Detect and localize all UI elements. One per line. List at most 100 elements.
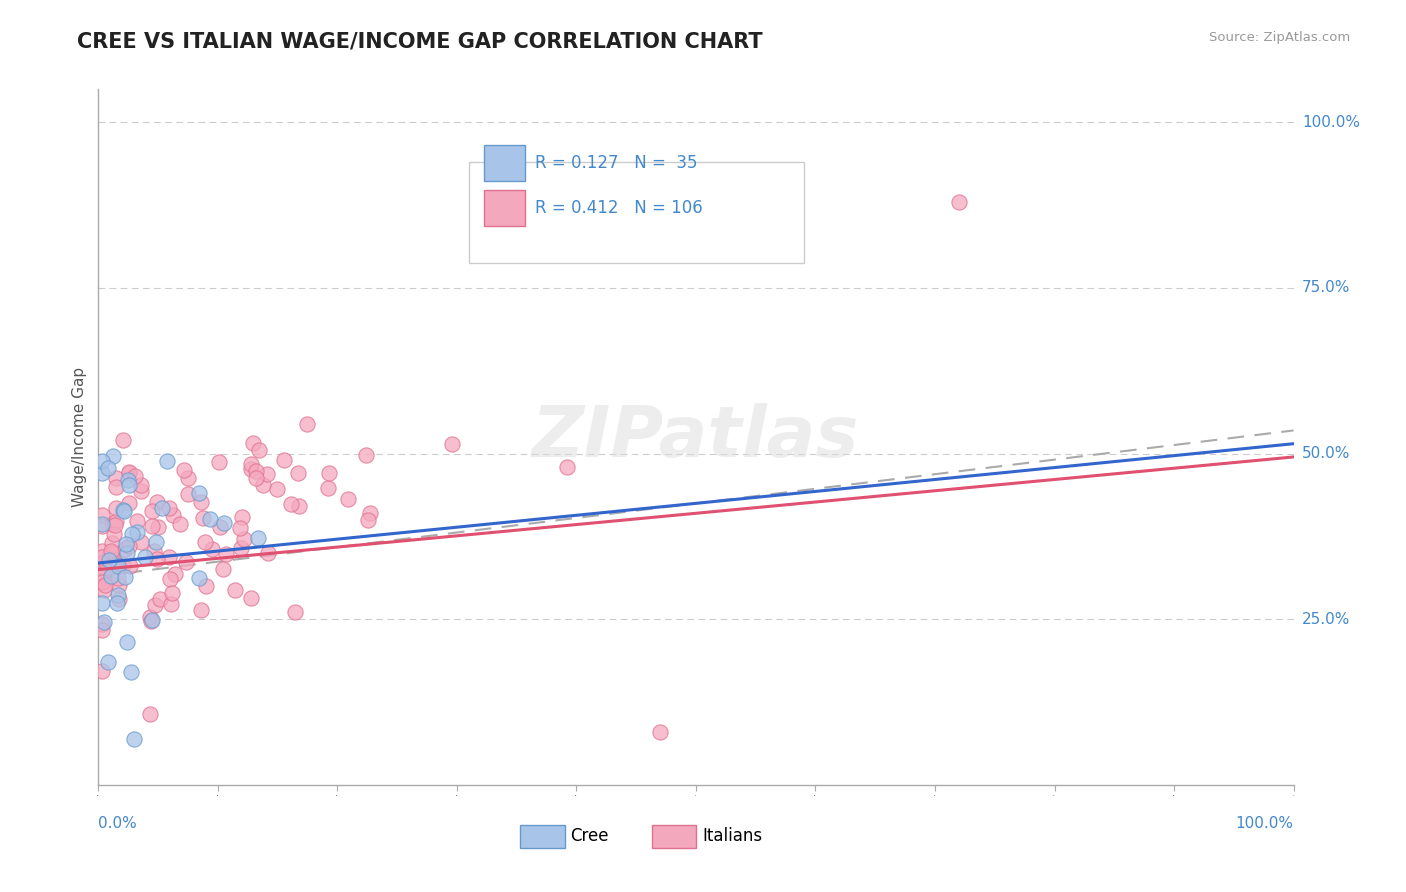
Point <box>146 519 169 533</box>
Point <box>93 615 115 629</box>
Point <box>141 504 163 518</box>
Point <box>115 546 138 560</box>
Point <box>357 513 380 527</box>
Point <box>118 477 141 491</box>
Point <box>160 586 183 600</box>
Point <box>114 537 136 551</box>
Point <box>97 460 120 475</box>
Point <box>163 567 186 582</box>
Point <box>104 480 127 494</box>
Point <box>118 466 141 480</box>
Point <box>177 487 200 501</box>
Point <box>91 617 114 632</box>
Point <box>159 572 181 586</box>
Text: R = 0.412   N = 106: R = 0.412 N = 106 <box>534 199 703 217</box>
Point <box>101 546 124 560</box>
FancyBboxPatch shape <box>485 190 524 227</box>
Point <box>105 500 128 515</box>
Point <box>117 634 139 648</box>
Point <box>114 541 136 556</box>
Point <box>157 549 180 564</box>
Point <box>162 508 184 522</box>
Text: ZIPatlas: ZIPatlas <box>533 402 859 472</box>
Point <box>121 527 143 541</box>
Point <box>91 596 114 610</box>
Point <box>107 559 129 574</box>
Point <box>160 597 183 611</box>
Point <box>97 655 120 669</box>
Text: CREE VS ITALIAN WAGE/INCOME GAP CORRELATION CHART: CREE VS ITALIAN WAGE/INCOME GAP CORRELAT… <box>77 31 763 51</box>
Point <box>91 453 114 467</box>
Y-axis label: Wage/Income Gap: Wage/Income Gap <box>72 367 87 508</box>
Text: 0.0%: 0.0% <box>98 815 138 830</box>
Point <box>91 664 114 678</box>
Point <box>194 535 217 549</box>
Point <box>100 544 122 558</box>
Point <box>139 707 162 722</box>
Point <box>256 467 278 481</box>
Point <box>245 464 267 478</box>
Point <box>280 497 302 511</box>
Point <box>118 539 141 553</box>
Point <box>231 510 253 524</box>
Point <box>239 591 262 606</box>
Point <box>191 511 214 525</box>
Point <box>157 500 180 515</box>
Point <box>242 436 264 450</box>
Point <box>295 417 318 431</box>
Point <box>146 495 169 509</box>
FancyBboxPatch shape <box>485 145 524 181</box>
Point <box>200 511 222 525</box>
Point <box>91 516 114 531</box>
Point <box>174 555 197 569</box>
Point <box>555 459 578 474</box>
Point <box>247 531 270 545</box>
FancyBboxPatch shape <box>470 162 804 263</box>
Point <box>224 583 246 598</box>
Point <box>93 554 115 568</box>
Point <box>91 560 114 574</box>
Point <box>145 534 167 549</box>
Point <box>337 492 360 507</box>
Point <box>93 582 115 597</box>
Point <box>194 579 217 593</box>
Point <box>103 527 125 541</box>
Point <box>138 610 160 624</box>
Point <box>284 605 307 619</box>
Point <box>316 482 339 496</box>
Text: Cree: Cree <box>571 828 609 846</box>
Point <box>233 533 256 547</box>
Text: 100.0%: 100.0% <box>1302 115 1360 130</box>
FancyBboxPatch shape <box>520 825 565 847</box>
Point <box>287 467 309 481</box>
Point <box>94 578 117 592</box>
Point <box>114 570 136 584</box>
Text: 75.0%: 75.0% <box>1302 280 1350 295</box>
Point <box>124 469 146 483</box>
Point <box>252 477 274 491</box>
Point <box>257 546 280 560</box>
Point <box>124 731 146 746</box>
Point <box>91 550 114 565</box>
Point <box>107 596 129 610</box>
Point <box>104 518 127 533</box>
Point <box>440 436 463 450</box>
Point <box>131 483 153 498</box>
Point <box>212 516 235 530</box>
Point <box>111 434 134 448</box>
Point <box>139 614 162 628</box>
Point <box>190 495 212 509</box>
Point <box>129 535 152 549</box>
Point <box>108 578 131 592</box>
Point <box>101 517 124 532</box>
Point <box>125 514 148 528</box>
Point <box>173 463 195 477</box>
Text: 25.0%: 25.0% <box>1302 612 1350 627</box>
Point <box>948 194 970 209</box>
Point <box>141 613 163 627</box>
Point <box>91 508 114 523</box>
Point <box>273 453 295 467</box>
Point <box>245 471 267 485</box>
Point <box>215 547 238 561</box>
Point <box>266 482 288 496</box>
